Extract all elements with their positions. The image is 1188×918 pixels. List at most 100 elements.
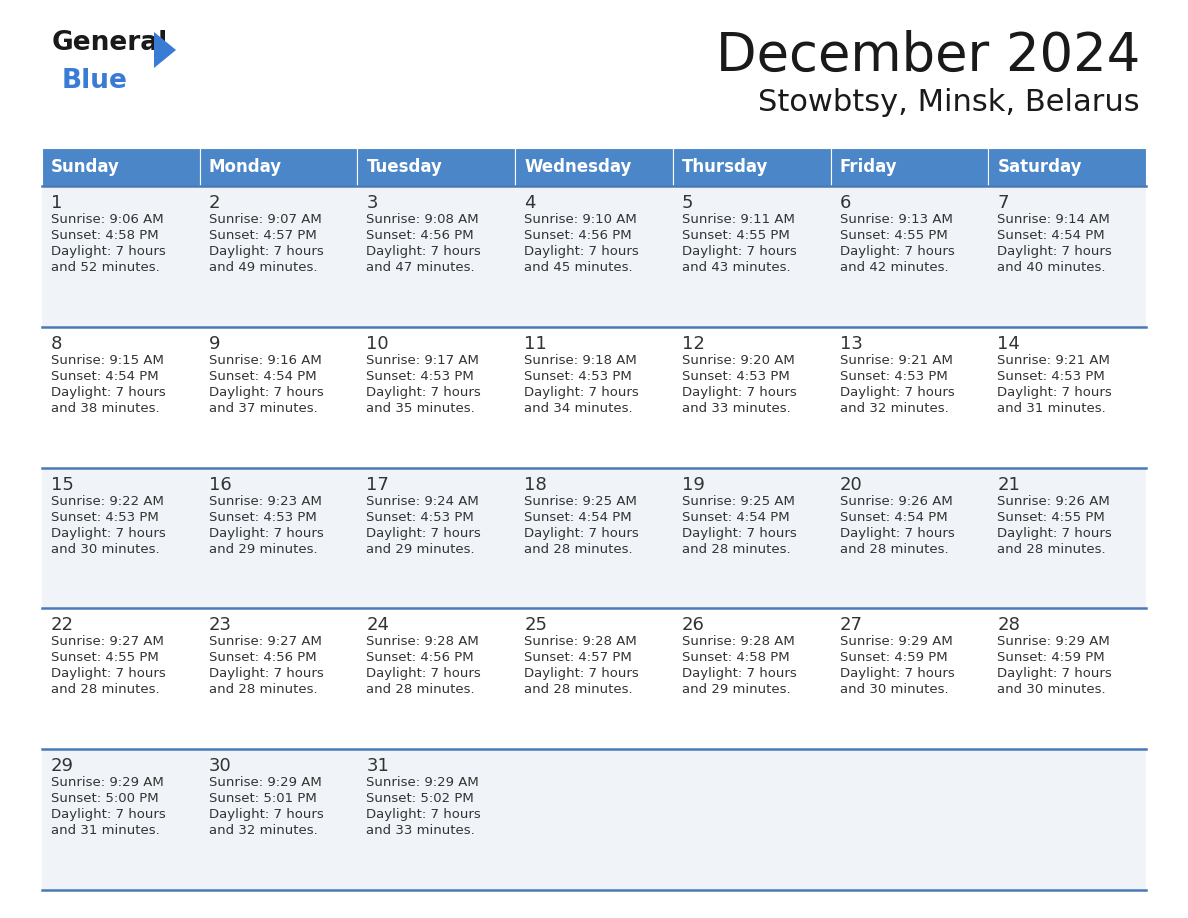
Text: Sunset: 4:55 PM: Sunset: 4:55 PM: [682, 229, 790, 242]
Bar: [42, 467, 1146, 609]
Text: Sunset: 4:55 PM: Sunset: 4:55 PM: [51, 652, 159, 665]
Text: Sunset: 4:53 PM: Sunset: 4:53 PM: [209, 510, 316, 523]
Text: 17: 17: [366, 476, 390, 494]
Text: 12: 12: [682, 335, 704, 353]
Text: Sunset: 4:58 PM: Sunset: 4:58 PM: [51, 229, 159, 242]
Text: Wednesday: Wednesday: [524, 158, 632, 176]
Text: Sunrise: 9:25 AM: Sunrise: 9:25 AM: [682, 495, 795, 508]
Text: and 28 minutes.: and 28 minutes.: [840, 543, 948, 555]
Text: Sunset: 5:02 PM: Sunset: 5:02 PM: [366, 792, 474, 805]
Text: and 28 minutes.: and 28 minutes.: [51, 683, 159, 697]
Text: and 33 minutes.: and 33 minutes.: [682, 402, 790, 415]
Text: and 30 minutes.: and 30 minutes.: [51, 543, 159, 555]
Bar: [42, 749, 1146, 890]
Bar: [830, 148, 988, 186]
Text: Sunset: 4:53 PM: Sunset: 4:53 PM: [840, 370, 947, 383]
Text: and 38 minutes.: and 38 minutes.: [51, 402, 159, 415]
Text: Sunrise: 9:08 AM: Sunrise: 9:08 AM: [366, 213, 479, 226]
Text: 3: 3: [366, 194, 378, 212]
Text: Sunset: 4:56 PM: Sunset: 4:56 PM: [366, 652, 474, 665]
Text: Sunset: 5:01 PM: Sunset: 5:01 PM: [209, 792, 316, 805]
Text: Sunrise: 9:28 AM: Sunrise: 9:28 AM: [682, 635, 795, 648]
Bar: [42, 186, 1146, 327]
Text: Daylight: 7 hours: Daylight: 7 hours: [366, 245, 481, 258]
Text: 19: 19: [682, 476, 704, 494]
Text: Sunrise: 9:27 AM: Sunrise: 9:27 AM: [51, 635, 164, 648]
Text: 26: 26: [682, 616, 704, 634]
Text: 1: 1: [51, 194, 63, 212]
Text: Sunrise: 9:18 AM: Sunrise: 9:18 AM: [524, 353, 637, 367]
Text: 31: 31: [366, 757, 390, 775]
Text: 25: 25: [524, 616, 548, 634]
Text: Daylight: 7 hours: Daylight: 7 hours: [366, 667, 481, 680]
Text: Monday: Monday: [209, 158, 282, 176]
Text: Daylight: 7 hours: Daylight: 7 hours: [682, 667, 797, 680]
Text: Sunset: 4:53 PM: Sunset: 4:53 PM: [997, 370, 1105, 383]
Text: 27: 27: [840, 616, 862, 634]
Text: Daylight: 7 hours: Daylight: 7 hours: [840, 245, 954, 258]
Text: Daylight: 7 hours: Daylight: 7 hours: [524, 527, 639, 540]
Text: Daylight: 7 hours: Daylight: 7 hours: [51, 808, 166, 822]
Text: 4: 4: [524, 194, 536, 212]
Text: and 30 minutes.: and 30 minutes.: [997, 683, 1106, 697]
Text: Sunrise: 9:16 AM: Sunrise: 9:16 AM: [209, 353, 322, 367]
Polygon shape: [154, 32, 176, 68]
Text: and 52 minutes.: and 52 minutes.: [51, 261, 159, 274]
Text: Sunday: Sunday: [51, 158, 120, 176]
Text: Daylight: 7 hours: Daylight: 7 hours: [840, 667, 954, 680]
Text: Daylight: 7 hours: Daylight: 7 hours: [682, 245, 797, 258]
Text: 30: 30: [209, 757, 232, 775]
Text: Daylight: 7 hours: Daylight: 7 hours: [997, 667, 1112, 680]
Text: 20: 20: [840, 476, 862, 494]
Text: Daylight: 7 hours: Daylight: 7 hours: [51, 245, 166, 258]
Text: and 28 minutes.: and 28 minutes.: [209, 683, 317, 697]
Text: 9: 9: [209, 335, 220, 353]
Text: Daylight: 7 hours: Daylight: 7 hours: [209, 386, 323, 398]
Text: Sunrise: 9:17 AM: Sunrise: 9:17 AM: [366, 353, 479, 367]
Text: Daylight: 7 hours: Daylight: 7 hours: [840, 527, 954, 540]
Text: Sunset: 4:54 PM: Sunset: 4:54 PM: [682, 510, 790, 523]
Text: and 31 minutes.: and 31 minutes.: [997, 402, 1106, 415]
Text: Sunset: 4:53 PM: Sunset: 4:53 PM: [366, 510, 474, 523]
Text: Daylight: 7 hours: Daylight: 7 hours: [524, 386, 639, 398]
Text: Sunrise: 9:11 AM: Sunrise: 9:11 AM: [682, 213, 795, 226]
Bar: [42, 327, 1146, 467]
Text: Sunrise: 9:14 AM: Sunrise: 9:14 AM: [997, 213, 1110, 226]
Text: Sunrise: 9:26 AM: Sunrise: 9:26 AM: [840, 495, 953, 508]
Text: Sunrise: 9:28 AM: Sunrise: 9:28 AM: [524, 635, 637, 648]
Text: Daylight: 7 hours: Daylight: 7 hours: [366, 386, 481, 398]
Text: Sunset: 4:53 PM: Sunset: 4:53 PM: [682, 370, 790, 383]
Text: Daylight: 7 hours: Daylight: 7 hours: [51, 527, 166, 540]
Text: Sunset: 4:56 PM: Sunset: 4:56 PM: [366, 229, 474, 242]
Text: Sunrise: 9:15 AM: Sunrise: 9:15 AM: [51, 353, 164, 367]
Text: Sunrise: 9:06 AM: Sunrise: 9:06 AM: [51, 213, 164, 226]
Text: and 45 minutes.: and 45 minutes.: [524, 261, 633, 274]
Text: and 34 minutes.: and 34 minutes.: [524, 402, 633, 415]
Text: Sunset: 4:56 PM: Sunset: 4:56 PM: [209, 652, 316, 665]
Text: Sunrise: 9:29 AM: Sunrise: 9:29 AM: [840, 635, 953, 648]
Text: General: General: [52, 30, 169, 56]
Bar: [516, 148, 672, 186]
Text: 18: 18: [524, 476, 546, 494]
Text: Daylight: 7 hours: Daylight: 7 hours: [682, 527, 797, 540]
Text: 7: 7: [997, 194, 1009, 212]
Text: Sunset: 4:59 PM: Sunset: 4:59 PM: [840, 652, 947, 665]
Text: Sunrise: 9:13 AM: Sunrise: 9:13 AM: [840, 213, 953, 226]
Text: and 29 minutes.: and 29 minutes.: [366, 543, 475, 555]
Text: December 2024: December 2024: [715, 30, 1140, 82]
Text: 14: 14: [997, 335, 1020, 353]
Text: 23: 23: [209, 616, 232, 634]
Text: Blue: Blue: [62, 68, 128, 94]
Text: Sunrise: 9:21 AM: Sunrise: 9:21 AM: [840, 353, 953, 367]
Text: Sunrise: 9:10 AM: Sunrise: 9:10 AM: [524, 213, 637, 226]
Text: Sunset: 4:54 PM: Sunset: 4:54 PM: [840, 510, 947, 523]
Text: and 28 minutes.: and 28 minutes.: [366, 683, 475, 697]
Text: Sunset: 4:57 PM: Sunset: 4:57 PM: [209, 229, 316, 242]
Text: 13: 13: [840, 335, 862, 353]
Text: 2: 2: [209, 194, 220, 212]
Text: 22: 22: [51, 616, 74, 634]
Text: Sunset: 4:55 PM: Sunset: 4:55 PM: [997, 510, 1105, 523]
Text: Thursday: Thursday: [682, 158, 769, 176]
Text: Saturday: Saturday: [997, 158, 1082, 176]
Text: Daylight: 7 hours: Daylight: 7 hours: [997, 245, 1112, 258]
